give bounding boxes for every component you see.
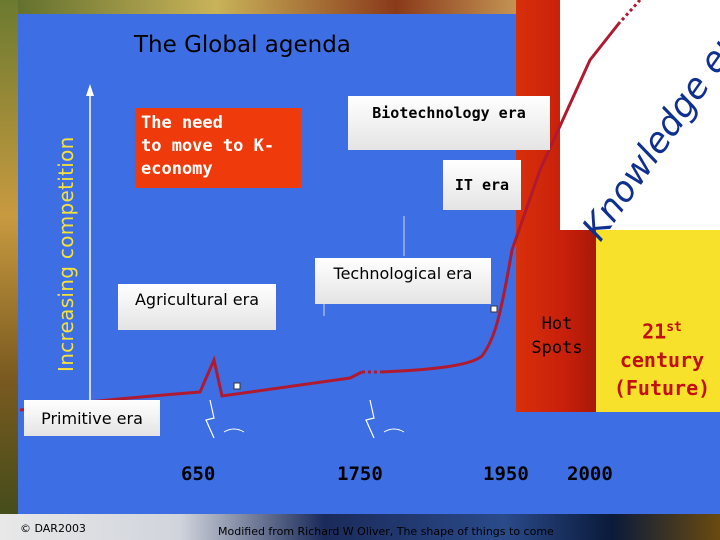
curve-late (379, 21, 622, 374)
need-box-line-3: economy (141, 159, 213, 179)
knowledge-era-box (560, 0, 720, 230)
copyright-text: © DAR2003 (20, 522, 86, 535)
hot-spots-line-1: Hot (541, 314, 573, 334)
axis-break-2 (365, 399, 375, 439)
need-box: The need to move to K- economy (135, 108, 301, 188)
background-photo-left (0, 0, 18, 540)
marker-agricultural (233, 382, 241, 390)
era-label-agricultural: Agricultural era (118, 284, 276, 330)
axis-break-3 (223, 428, 245, 433)
curve-dotted-top (620, 0, 642, 22)
era-label-biotech: Biotechnology era (348, 96, 550, 150)
page-title: The Global agenda (134, 32, 351, 58)
source-credit: Modified from Richard W Oliver, The shap… (218, 525, 554, 538)
need-box-line-2: to move to K- (141, 136, 275, 156)
century-line-2: century (619, 347, 705, 372)
era-label-primitive: Primitive era (24, 400, 160, 436)
century-label: 21st century (Future) (606, 314, 718, 402)
century-number: 21 (642, 319, 667, 344)
year-label-1750: 1750 (337, 463, 383, 485)
era-label-it: IT era (443, 160, 521, 210)
footer-banner (0, 514, 720, 540)
year-label-2000: 2000 (567, 463, 613, 485)
century-line-3: (Future) (613, 375, 711, 400)
era-label-technological: Technological era (315, 258, 491, 304)
hot-spots-line-2: Spots (531, 338, 583, 358)
hot-spots-label: Hot Spots (520, 312, 594, 360)
year-label-650: 650 (181, 463, 216, 485)
year-label-1950: 1950 (483, 463, 529, 485)
y-axis-arrow (86, 84, 94, 96)
century-line-1: 21st (606, 314, 718, 346)
century-suffix: st (666, 320, 682, 335)
lower-panel (518, 412, 720, 514)
axis-break-1 (205, 399, 215, 439)
axis-break-4 (383, 428, 405, 433)
y-axis-label: Increasing competition (54, 136, 78, 372)
need-box-line-1: The need (141, 113, 223, 133)
marker-technological (490, 305, 498, 313)
